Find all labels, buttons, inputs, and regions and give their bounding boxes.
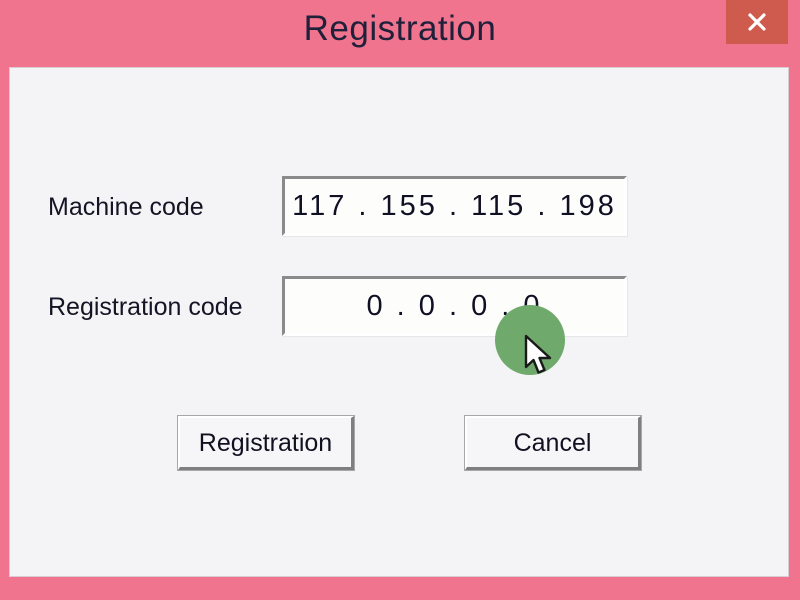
close-button[interactable] xyxy=(726,0,788,44)
title-bar: Registration xyxy=(0,0,800,66)
registration-code-row: Registration code 0 . 0 . 0 . 0 xyxy=(10,276,788,338)
cancel-button[interactable]: Cancel xyxy=(464,415,642,471)
registration-code-label: Registration code xyxy=(48,293,243,321)
window-title: Registration xyxy=(303,9,497,48)
machine-code-row: Machine code 117 . 155 . 115 . 198 xyxy=(10,176,788,238)
machine-code-input[interactable]: 117 . 155 . 115 . 198 xyxy=(282,176,627,236)
machine-code-value: 117 . 155 . 115 . 198 xyxy=(292,190,617,222)
close-icon xyxy=(748,13,766,31)
machine-code-label: Machine code xyxy=(48,193,204,221)
registration-button[interactable]: Registration xyxy=(177,415,355,471)
registration-code-input[interactable]: 0 . 0 . 0 . 0 xyxy=(282,276,627,336)
registration-code-value: 0 . 0 . 0 . 0 xyxy=(366,290,543,322)
dialog-body: Machine code 117 . 155 . 115 . 198 Regis… xyxy=(10,68,788,576)
